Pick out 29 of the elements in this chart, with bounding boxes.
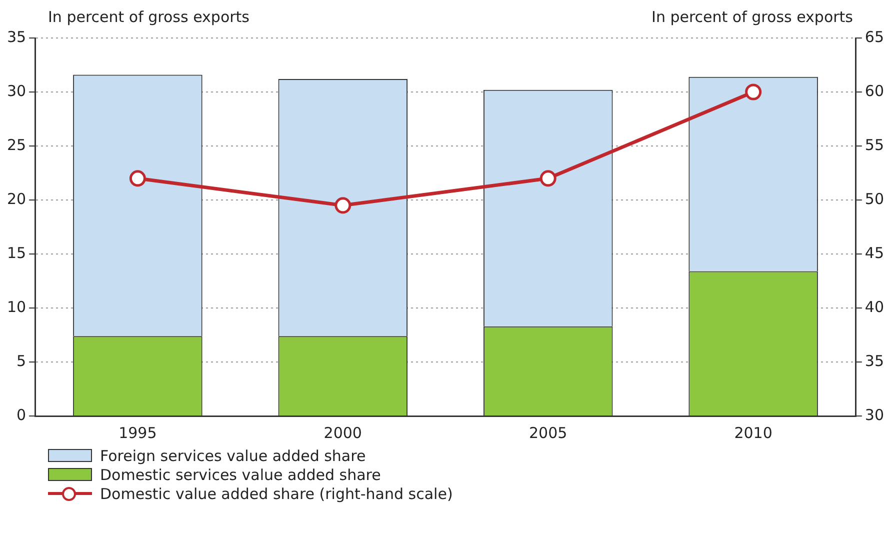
y-tick-label: 25 (6, 136, 26, 154)
y2-tick-label: 55 (864, 136, 884, 154)
point (129, 170, 146, 187)
point (745, 84, 762, 100)
y-tick-label: 5 (16, 352, 26, 370)
x-tick-label: 1995 (118, 424, 157, 442)
y2-tick-label: 45 (864, 244, 884, 262)
y2-tick-label: 35 (864, 352, 884, 370)
y-axis-title: In percent of gross exports (48, 8, 250, 26)
y-tick-label: 20 (6, 190, 26, 208)
y2-tick-label: 40 (864, 298, 884, 316)
y2-tick-label: 65 (864, 28, 884, 46)
y-tick-label: 30 (6, 82, 26, 100)
legend-label: Foreign services value added share (100, 446, 366, 464)
y2-axis-title: In percent of gross exports (652, 8, 853, 26)
point (334, 197, 352, 214)
legend-label: Domestic value added share (right-hand scale) (100, 484, 453, 502)
x-tick-label: 2005 (529, 424, 568, 442)
y2-tick-label: 30 (864, 406, 884, 424)
point (540, 170, 556, 187)
legend-label: Domestic services value added share (100, 466, 381, 484)
x-tick-label: 2010 (734, 424, 772, 442)
y2-tick-label: 60 (864, 82, 884, 100)
y-tick-label: 10 (6, 298, 26, 316)
y-tick-label: 0 (16, 406, 26, 424)
y2-tick-label: 50 (864, 190, 884, 208)
y-tick-label: 35 (6, 28, 26, 46)
y-tick-label: 15 (6, 244, 26, 262)
x-tick-label: 2000 (324, 424, 362, 442)
